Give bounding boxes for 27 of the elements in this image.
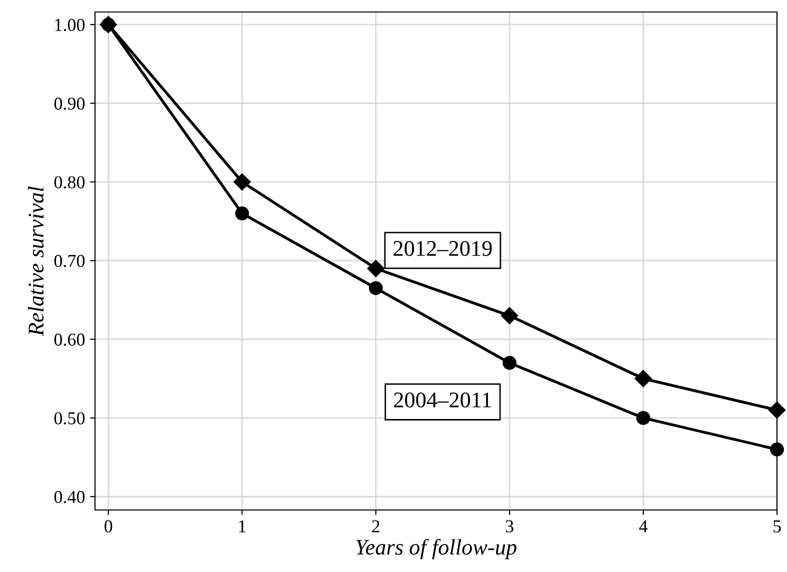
y-tick-label: 0.70 [54, 254, 85, 268]
series-label: 2004–2011 [394, 392, 491, 408]
y-tick-label: 1.00 [55, 18, 85, 32]
y-tick-label: 0.40 [54, 490, 85, 504]
point [636, 411, 650, 425]
series-label: 2012–2019 [394, 240, 492, 256]
x-tick-label: 4 [639, 520, 648, 532]
point [500, 307, 518, 324]
point [768, 402, 786, 419]
y-tick-label: 0.50 [54, 412, 85, 424]
y-tick-label: 0.80 [54, 176, 85, 188]
point [502, 356, 516, 370]
x-tick-label: 5 [774, 520, 781, 532]
x-tick-label: 2 [372, 520, 380, 532]
x-tick-label: 0 [104, 520, 112, 532]
point [367, 260, 384, 278]
x-tick-label: 3 [506, 520, 514, 532]
y-axis-title: Relative survival [28, 186, 44, 336]
point [634, 370, 652, 388]
x-axis-title: Years of follow-up [356, 538, 516, 560]
y-tick-label: 0.60 [54, 334, 85, 346]
point [234, 173, 251, 190]
y-tick-label: 0.90 [54, 98, 85, 110]
x-tick-label: 1 [239, 520, 246, 532]
point [770, 442, 784, 456]
point [235, 206, 250, 220]
point [368, 281, 383, 296]
